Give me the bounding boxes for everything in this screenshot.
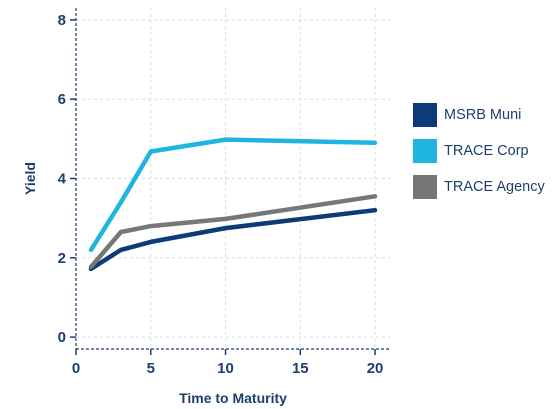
legend-swatch-trace-agency xyxy=(413,175,437,199)
x-tick-label-5: 5 xyxy=(147,360,155,377)
legend-swatch-trace-corp xyxy=(413,139,437,163)
legend-label-msrb-muni: MSRB Muni xyxy=(444,107,522,123)
y-tick-label-8: 8 xyxy=(58,12,66,29)
legend-item-trace-corp: TRACE Corp xyxy=(413,139,553,163)
series-line-trace-corp xyxy=(88,137,378,253)
legend-label-trace-agency: TRACE Agency xyxy=(444,179,545,195)
x-axis-title: Time to Maturity xyxy=(179,390,287,406)
y-tick-label-2: 2 xyxy=(58,250,66,267)
y-tick-label-6: 6 xyxy=(58,91,66,108)
legend-item-msrb-muni: MSRB Muni xyxy=(413,103,553,127)
x-tick-label-10: 10 xyxy=(217,360,234,377)
legend: MSRB Muni TRACE Corp TRACE Agency xyxy=(413,103,553,211)
x-tick-label-0: 0 xyxy=(72,360,80,377)
legend-swatch-msrb-muni xyxy=(413,103,437,127)
legend-label-trace-corp: TRACE Corp xyxy=(444,143,529,159)
y-axis-title: Yield xyxy=(22,162,38,195)
legend-item-trace-agency: TRACE Agency xyxy=(413,175,553,199)
x-tick-label-15: 15 xyxy=(292,360,309,377)
series-line-trace-agency xyxy=(88,194,378,270)
y-tick-label-4: 4 xyxy=(58,171,67,188)
y-tick-label-0: 0 xyxy=(58,329,66,346)
x-tick-label-20: 20 xyxy=(367,360,384,377)
series-line-msrb-muni xyxy=(88,207,378,272)
